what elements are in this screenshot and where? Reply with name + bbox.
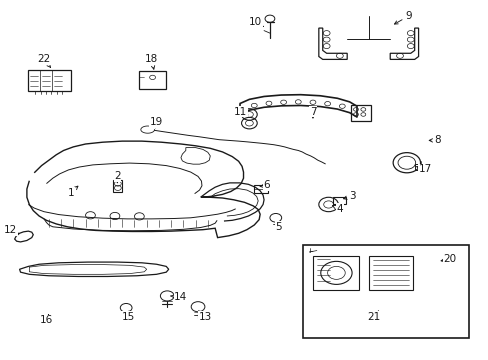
Text: 21: 21 xyxy=(366,311,380,322)
Text: 1: 1 xyxy=(67,186,78,198)
Bar xyxy=(332,197,346,204)
Bar xyxy=(312,256,359,290)
Bar xyxy=(350,105,370,121)
Text: 12: 12 xyxy=(4,225,19,235)
Text: 13: 13 xyxy=(198,311,212,322)
Text: 10: 10 xyxy=(249,17,263,27)
Text: 7: 7 xyxy=(309,107,316,118)
Text: 18: 18 xyxy=(144,54,158,69)
Bar xyxy=(368,256,412,290)
Bar xyxy=(28,70,71,91)
Text: 20: 20 xyxy=(440,254,455,264)
Text: 3: 3 xyxy=(343,191,355,201)
Text: 9: 9 xyxy=(394,11,411,24)
Text: 15: 15 xyxy=(122,311,135,322)
Text: 6: 6 xyxy=(259,180,269,190)
Text: 11: 11 xyxy=(233,107,247,117)
Text: 19: 19 xyxy=(149,117,163,128)
Bar xyxy=(113,180,122,192)
Bar xyxy=(303,245,468,338)
Bar xyxy=(254,185,267,193)
Text: 5: 5 xyxy=(275,222,282,232)
Bar xyxy=(139,71,166,89)
Text: 14: 14 xyxy=(170,292,187,302)
Text: 17: 17 xyxy=(416,164,431,174)
Text: 16: 16 xyxy=(40,315,53,325)
Text: 22: 22 xyxy=(37,54,51,67)
Text: 2: 2 xyxy=(114,171,121,183)
Bar xyxy=(414,164,426,170)
Text: 8: 8 xyxy=(428,135,440,145)
Text: 4: 4 xyxy=(332,204,343,214)
